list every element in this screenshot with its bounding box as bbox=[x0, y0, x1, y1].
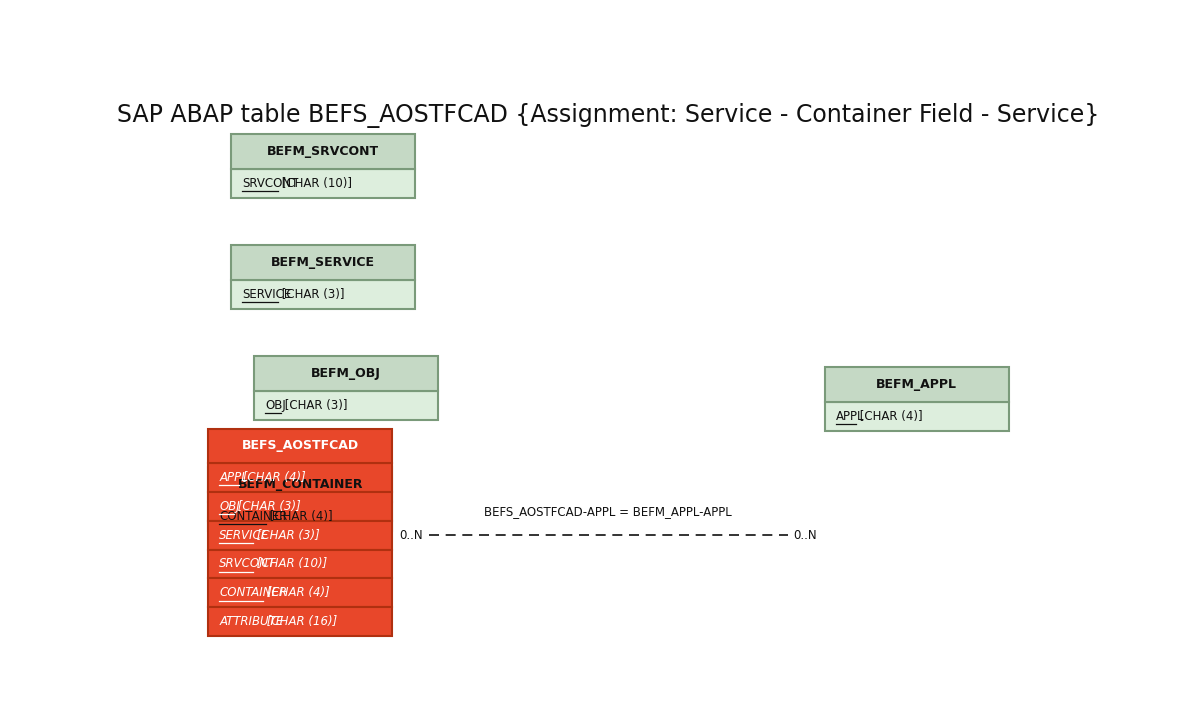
FancyBboxPatch shape bbox=[231, 169, 415, 198]
Text: BEFM_CONTAINER: BEFM_CONTAINER bbox=[237, 478, 363, 491]
Text: [CHAR (3)]: [CHAR (3)] bbox=[280, 399, 347, 412]
Text: BEFM_SERVICE: BEFM_SERVICE bbox=[271, 256, 375, 269]
FancyBboxPatch shape bbox=[208, 521, 392, 549]
FancyBboxPatch shape bbox=[208, 578, 392, 607]
Text: SRVCONT: SRVCONT bbox=[220, 557, 277, 570]
FancyBboxPatch shape bbox=[208, 463, 392, 492]
Text: [CHAR (3)]: [CHAR (3)] bbox=[234, 500, 300, 513]
FancyBboxPatch shape bbox=[254, 356, 438, 391]
FancyBboxPatch shape bbox=[231, 134, 415, 169]
FancyBboxPatch shape bbox=[208, 549, 392, 578]
Text: CONTAINER: CONTAINER bbox=[220, 510, 287, 523]
Text: OBJ: OBJ bbox=[220, 500, 240, 513]
FancyBboxPatch shape bbox=[208, 428, 392, 463]
Text: SERVICE: SERVICE bbox=[242, 288, 292, 301]
FancyBboxPatch shape bbox=[231, 245, 415, 280]
FancyBboxPatch shape bbox=[208, 502, 392, 531]
Text: SAP ABAP table BEFS_AOSTFCAD {Assignment: Service - Container Field - Service}: SAP ABAP table BEFS_AOSTFCAD {Assignment… bbox=[118, 103, 1099, 128]
Text: OBJ: OBJ bbox=[265, 399, 286, 412]
Text: 0..N: 0..N bbox=[794, 528, 817, 541]
FancyBboxPatch shape bbox=[825, 402, 1009, 430]
FancyBboxPatch shape bbox=[825, 368, 1009, 402]
Text: BEFS_AOSTFCAD-APPL = BEFM_APPL-APPL: BEFS_AOSTFCAD-APPL = BEFM_APPL-APPL bbox=[484, 505, 732, 518]
Text: BEFS_AOSTFCAD: BEFS_AOSTFCAD bbox=[242, 439, 358, 452]
Text: SRVCONT: SRVCONT bbox=[242, 177, 299, 190]
Text: [CHAR (4)]: [CHAR (4)] bbox=[264, 586, 330, 599]
FancyBboxPatch shape bbox=[208, 467, 392, 502]
Text: [CHAR (10)]: [CHAR (10)] bbox=[278, 177, 353, 190]
Text: [CHAR (10)]: [CHAR (10)] bbox=[253, 557, 328, 570]
Text: [CHAR (4)]: [CHAR (4)] bbox=[239, 471, 305, 484]
Text: [CHAR (3)]: [CHAR (3)] bbox=[253, 528, 320, 541]
Text: [CHAR (3)]: [CHAR (3)] bbox=[278, 288, 344, 301]
Text: APPL: APPL bbox=[220, 471, 248, 484]
Text: SERVICE: SERVICE bbox=[220, 528, 269, 541]
FancyBboxPatch shape bbox=[208, 607, 392, 636]
Text: [CHAR (4)]: [CHAR (4)] bbox=[856, 410, 922, 423]
Text: BEFM_SRVCONT: BEFM_SRVCONT bbox=[267, 145, 379, 158]
FancyBboxPatch shape bbox=[208, 492, 392, 521]
Text: BEFM_APPL: BEFM_APPL bbox=[876, 378, 957, 392]
Text: [CHAR (16)]: [CHAR (16)] bbox=[264, 615, 337, 628]
Text: [CHAR (4)]: [CHAR (4)] bbox=[266, 510, 332, 523]
FancyBboxPatch shape bbox=[254, 391, 438, 420]
Text: 0..N: 0..N bbox=[400, 528, 423, 541]
Text: APPL: APPL bbox=[836, 410, 864, 423]
Text: CONTAINER: CONTAINER bbox=[220, 586, 287, 599]
Text: ATTRIBUTE: ATTRIBUTE bbox=[220, 615, 284, 628]
FancyBboxPatch shape bbox=[231, 280, 415, 309]
Text: BEFM_OBJ: BEFM_OBJ bbox=[311, 367, 381, 380]
